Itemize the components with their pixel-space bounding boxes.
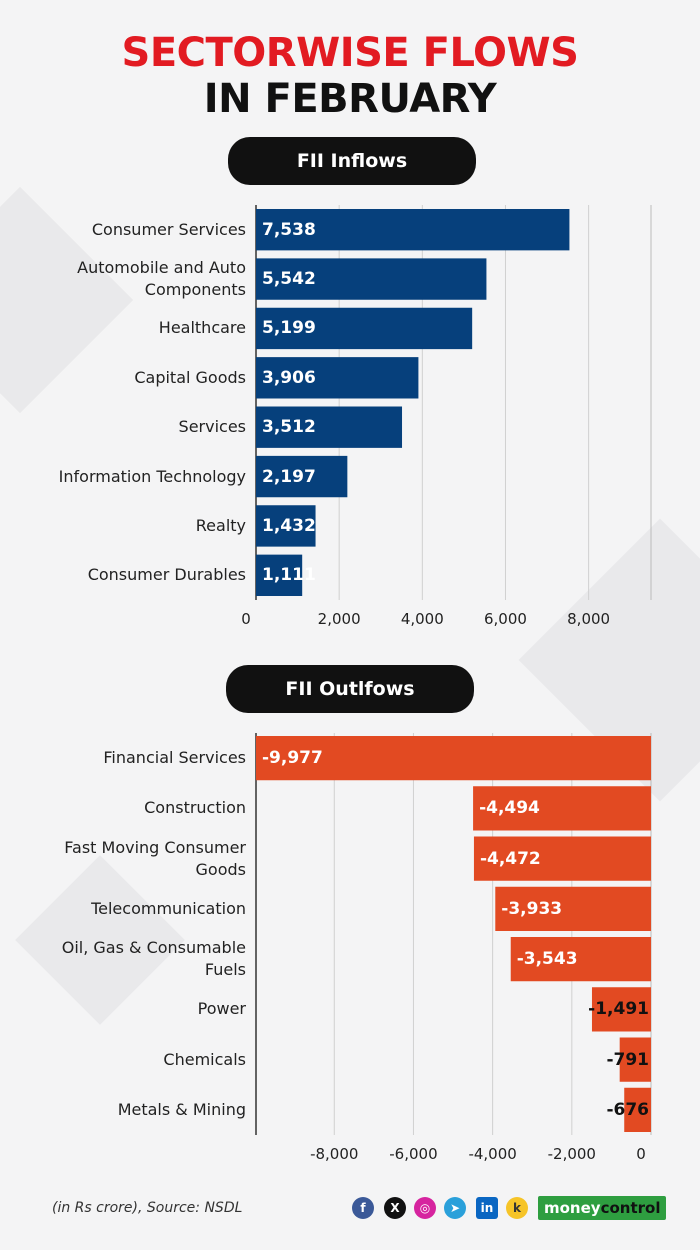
x-tick-label: 6,000 <box>483 610 527 628</box>
bar <box>473 786 651 831</box>
instagram-icon[interactable]: ◎ <box>414 1197 436 1219</box>
bar <box>256 455 348 498</box>
category-label: Automobile and Auto Components <box>77 258 246 300</box>
facebook-icon[interactable]: f <box>352 1197 374 1219</box>
category-label: Power <box>197 999 246 1019</box>
bar <box>256 505 316 547</box>
x-tick-label: -8,000 <box>310 1145 359 1163</box>
data-label: 7,538 <box>262 219 316 240</box>
category-label: Financial Services <box>103 748 246 768</box>
moneycontrol-logo[interactable]: moneycontrol <box>538 1196 667 1220</box>
data-label: -1,491 <box>588 999 649 1020</box>
category-label: Services <box>178 417 246 437</box>
bar <box>256 307 473 350</box>
category-label: Chemicals <box>163 1049 246 1069</box>
inflows-section-pill: FII Inflows <box>228 137 476 185</box>
linkedin-icon[interactable]: in <box>476 1197 498 1219</box>
bar <box>510 937 651 982</box>
bar <box>256 736 651 781</box>
bar <box>591 987 651 1032</box>
data-label: 3,906 <box>262 367 316 388</box>
brand-part-control: control <box>600 1199 661 1217</box>
data-label: 2,197 <box>262 466 316 487</box>
bar <box>256 554 303 596</box>
bar <box>256 406 403 448</box>
x-tick-label: 8,000 <box>567 610 611 628</box>
category-label: Construction <box>144 798 246 818</box>
data-label: -4,472 <box>479 848 541 869</box>
brand-part-money: money <box>544 1199 601 1217</box>
bar <box>256 209 570 251</box>
category-label: Healthcare <box>158 318 246 338</box>
category-label: Oil, Gas & Consumable Fuels <box>61 938 246 980</box>
data-label: -676 <box>606 1099 649 1120</box>
bar <box>473 836 651 881</box>
category-label: Consumer Durables <box>87 565 246 585</box>
outflows-section-pill: FII Outlfows <box>226 665 474 713</box>
data-label: 1,432 <box>262 515 316 536</box>
outflows-chart-svg <box>255 733 652 1135</box>
data-label: -4,494 <box>479 798 540 819</box>
bar <box>619 1037 651 1082</box>
bar <box>256 357 419 399</box>
telegram-icon[interactable]: ➤ <box>444 1197 466 1219</box>
data-label: -3,543 <box>516 949 578 970</box>
x-tick-label: 4,000 <box>400 610 444 628</box>
x-tick-label: 0 <box>636 1145 646 1163</box>
category-label: Consumer Services <box>91 219 246 239</box>
data-label: 1,111 <box>262 565 316 586</box>
inflows-chart: 0 2,000 4,000 6,000 8,000 Consumer Services 7,… <box>58 205 652 628</box>
chart-title-line1: SECTORWISE FLOWS <box>121 30 579 76</box>
category-label: Realty <box>195 515 246 535</box>
x-tick-label: 0 <box>241 610 251 628</box>
x-tick-label: 2,000 <box>317 610 361 628</box>
bar <box>495 886 651 931</box>
x-tick-label: -2,000 <box>547 1145 596 1163</box>
bar <box>256 258 487 300</box>
data-label: 3,512 <box>262 417 316 438</box>
category-label: Metals & Mining <box>117 1099 246 1119</box>
source-note: (in Rs crore), Source: NSDL <box>52 1200 243 1216</box>
inflows-chart-svg <box>255 205 652 600</box>
outflows-chart: -8,000 -6,000 -4,000 -2,000 0 Financial Servi… <box>61 733 652 1163</box>
x-tick-label: -4,000 <box>468 1145 517 1163</box>
category-label: Information Technology <box>58 466 246 486</box>
x-icon[interactable]: X <box>384 1197 406 1219</box>
category-label: Capital Goods <box>134 367 246 387</box>
chart-title-line2: IN FEBRUARY <box>203 76 497 122</box>
x-tick-label: -6,000 <box>389 1145 438 1163</box>
data-label: 5,199 <box>262 318 316 339</box>
data-label: -791 <box>606 1049 649 1070</box>
category-label: Fast Moving Consumer Goods <box>64 837 246 879</box>
category-label: Telecommunication <box>91 898 246 918</box>
data-label: -9,977 <box>262 748 323 769</box>
koo-icon[interactable]: k <box>506 1197 528 1219</box>
data-label: -3,933 <box>501 898 563 919</box>
data-label: 5,542 <box>262 269 316 290</box>
bar <box>624 1087 651 1132</box>
